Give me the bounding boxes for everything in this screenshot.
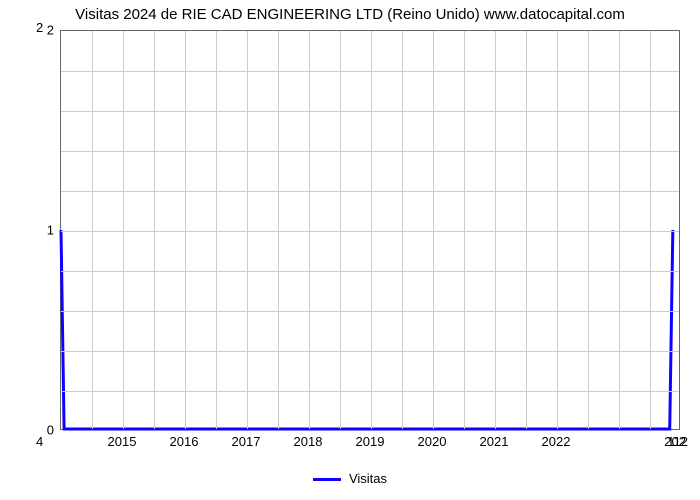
grid-line-vertical xyxy=(216,31,217,429)
grid-line-horizontal xyxy=(61,311,679,312)
x-tick-label: 2020 xyxy=(418,434,447,449)
x-tick-label: 2017 xyxy=(232,434,261,449)
grid-line-vertical xyxy=(309,31,310,429)
grid-line-vertical xyxy=(526,31,527,429)
grid-line-vertical xyxy=(371,31,372,429)
grid-line-horizontal xyxy=(61,271,679,272)
grid-line-vertical xyxy=(278,31,279,429)
grid-line-vertical xyxy=(588,31,589,429)
grid-line-vertical xyxy=(340,31,341,429)
legend-swatch xyxy=(313,478,341,481)
grid-line-horizontal xyxy=(61,151,679,152)
grid-line-horizontal xyxy=(61,231,679,232)
y-tick-label: 0 xyxy=(47,423,54,438)
grid-line-horizontal xyxy=(61,191,679,192)
x-tick-label: 2015 xyxy=(108,434,137,449)
grid-line-vertical xyxy=(92,31,93,429)
grid-line-vertical xyxy=(247,31,248,429)
x-tick-label: 2019 xyxy=(356,434,385,449)
y-tick-label: 2 xyxy=(47,23,54,38)
x-tick-label: 2016 xyxy=(170,434,199,449)
grid-line-vertical xyxy=(123,31,124,429)
chart-container: Visitas 2024 de RIE CAD ENGINEERING LTD … xyxy=(0,0,700,500)
legend-label: Visitas xyxy=(349,471,387,486)
plot-area xyxy=(60,30,680,430)
grid-line-vertical xyxy=(464,31,465,429)
grid-line-vertical xyxy=(495,31,496,429)
grid-line-vertical xyxy=(185,31,186,429)
grid-line-horizontal xyxy=(61,71,679,72)
y-axis-top-extra: 2 xyxy=(36,20,43,35)
grid-line-vertical xyxy=(433,31,434,429)
grid-line-horizontal xyxy=(61,391,679,392)
grid-line-vertical xyxy=(619,31,620,429)
y-tick-label: 1 xyxy=(47,223,54,238)
grid-line-vertical xyxy=(402,31,403,429)
x-axis-right-extra-2: 202 xyxy=(664,434,686,449)
x-tick-label: 2018 xyxy=(294,434,323,449)
chart-title: Visitas 2024 de RIE CAD ENGINEERING LTD … xyxy=(0,6,700,23)
grid-line-vertical xyxy=(650,31,651,429)
grid-line-horizontal xyxy=(61,351,679,352)
x-tick-label: 2022 xyxy=(542,434,571,449)
grid-line-horizontal xyxy=(61,111,679,112)
grid-line-vertical xyxy=(154,31,155,429)
x-tick-label: 2021 xyxy=(480,434,509,449)
x-axis-left-extra: 4 xyxy=(36,434,43,449)
legend: Visitas xyxy=(0,471,700,486)
grid-line-vertical xyxy=(557,31,558,429)
